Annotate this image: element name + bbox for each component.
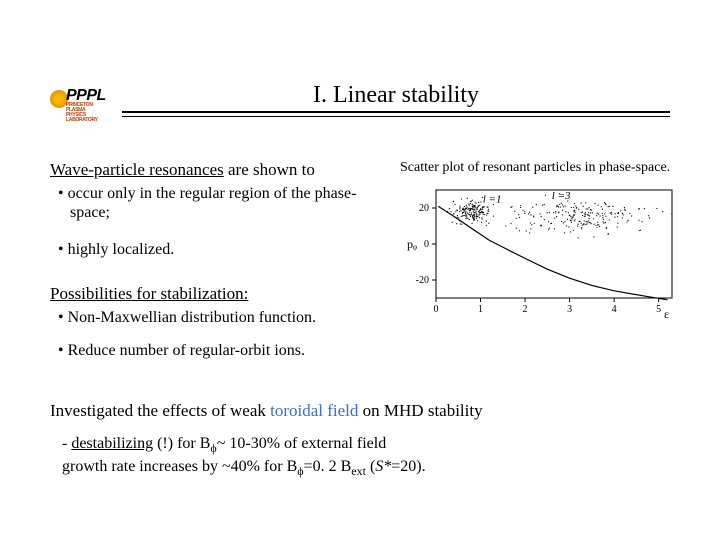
svg-text:0: 0 bbox=[434, 304, 439, 315]
svg-text:ε: ε bbox=[664, 307, 669, 321]
possibilities-heading: Possibilities for stabilization: bbox=[50, 284, 380, 304]
svg-text:l =3: l =3 bbox=[552, 190, 571, 202]
destabilizing-line: - destabilizing (!) for Bϕ~ 10-30% of ex… bbox=[62, 433, 670, 480]
svg-text:3: 3 bbox=[567, 304, 572, 315]
bullet-regular-region: • occur only in the regular region of th… bbox=[58, 184, 380, 222]
svg-text:0: 0 bbox=[424, 239, 429, 250]
header: PPPL PRINCETON PLASMAPHYSICS LABORATORY … bbox=[50, 82, 670, 117]
svg-text:l =1: l =1 bbox=[483, 194, 502, 206]
right-column: Scatter plot of resonant particles in ph… bbox=[400, 160, 680, 360]
title-rules bbox=[122, 111, 670, 117]
svg-text:20: 20 bbox=[419, 203, 429, 214]
page-title: I. Linear stability bbox=[122, 82, 670, 109]
title-wrap: I. Linear stability bbox=[122, 82, 670, 117]
bullet-non-maxwellian: • Non-Maxwellian distribution function. bbox=[58, 308, 380, 327]
svg-text:-20: -20 bbox=[416, 275, 429, 286]
svg-text:2: 2 bbox=[523, 304, 528, 315]
content: Wave-particle resonances are shown to • … bbox=[50, 160, 670, 360]
left-column: Wave-particle resonances are shown to • … bbox=[50, 160, 380, 360]
svg-text:1: 1 bbox=[478, 304, 483, 315]
pppl-logo: PPPL PRINCETON PLASMAPHYSICS LABORATORY bbox=[50, 88, 110, 112]
investigated-line: Investigated the effects of weak toroida… bbox=[50, 400, 670, 423]
svg-text:5: 5 bbox=[656, 304, 661, 315]
scatter-plot: 0 1 2 3 4 5 -20 0 20 ε pᵩ l =1 l =3 bbox=[400, 182, 680, 322]
svg-text:pᵩ: pᵩ bbox=[407, 237, 417, 251]
bullet-reduce-regular: • Reduce number of regular-orbit ions. bbox=[58, 341, 380, 360]
bullet-localized: • highly localized. bbox=[58, 240, 380, 259]
logo-subtitle: PRINCETON PLASMAPHYSICS LABORATORY bbox=[66, 103, 110, 123]
bottom-section: Investigated the effects of weak toroida… bbox=[50, 400, 670, 480]
toroidal-field-text: toroidal field bbox=[270, 401, 358, 420]
svg-text:4: 4 bbox=[612, 304, 617, 315]
resonances-heading: Wave-particle resonances are shown to bbox=[50, 160, 380, 180]
plot-caption: Scatter plot of resonant particles in ph… bbox=[400, 160, 680, 176]
